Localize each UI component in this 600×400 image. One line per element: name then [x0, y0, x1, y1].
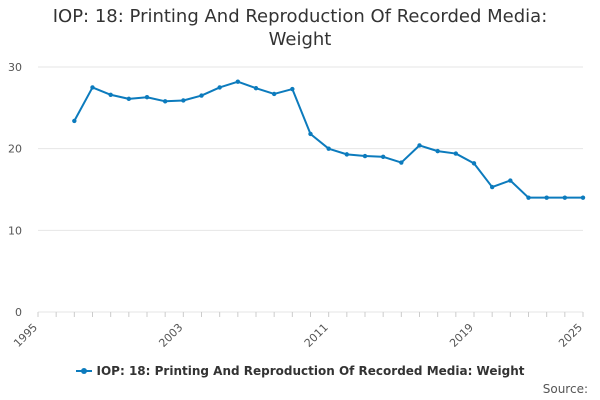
legend-label: IOP: 18: Printing And Reproduction Of Re…	[96, 364, 525, 378]
data-point	[72, 118, 77, 124]
chart-title: IOP: 18: Printing And Reproduction Of Re…	[0, 5, 600, 51]
y-tick-label: 20	[8, 143, 22, 156]
data-point	[417, 143, 422, 148]
data-point	[326, 146, 331, 151]
data-point	[271, 91, 277, 97]
data-point	[562, 195, 568, 200]
data-point	[290, 86, 295, 92]
data-point	[526, 195, 531, 200]
legend-swatch	[75, 365, 92, 377]
data-point	[199, 93, 204, 98]
data-point	[435, 148, 440, 154]
data-point	[489, 184, 495, 190]
data-point	[344, 152, 350, 157]
data-point	[144, 95, 150, 100]
data-point	[217, 85, 222, 90]
y-tick-label: 10	[8, 224, 22, 237]
x-tick-label: 2025	[556, 321, 585, 350]
x-tick-label: 2003	[156, 321, 185, 350]
data-point	[380, 154, 386, 160]
data-point	[471, 161, 477, 166]
y-tick-label: 0	[15, 306, 22, 319]
data-point	[399, 160, 404, 165]
x-tick-label: 2011	[302, 321, 331, 350]
source-label: Source:	[542, 382, 588, 396]
data-point	[508, 178, 513, 183]
legend-marker	[80, 368, 87, 374]
data-point	[544, 195, 549, 200]
data-point	[235, 79, 241, 84]
y-tick-label: 30	[8, 61, 22, 74]
data-point	[162, 99, 168, 104]
data-point	[362, 153, 368, 159]
legend[interactable]: IOP: 18: Printing And Reproduction Of Re…	[0, 364, 600, 378]
data-point	[453, 151, 459, 156]
data-point	[126, 96, 132, 102]
data-point	[181, 98, 186, 103]
x-tick-label: 1995	[11, 321, 40, 350]
data-point	[580, 195, 586, 200]
chart-title-line-2: Weight	[268, 29, 332, 50]
data-point	[253, 86, 259, 91]
data-point	[90, 85, 95, 90]
x-tick-label: 2019	[447, 321, 476, 350]
data-point	[308, 131, 313, 137]
chart-title-line-1: IOP: 18: Printing And Reproduction Of Re…	[52, 6, 548, 27]
series-line	[73, 80, 583, 199]
data-point	[108, 92, 113, 97]
